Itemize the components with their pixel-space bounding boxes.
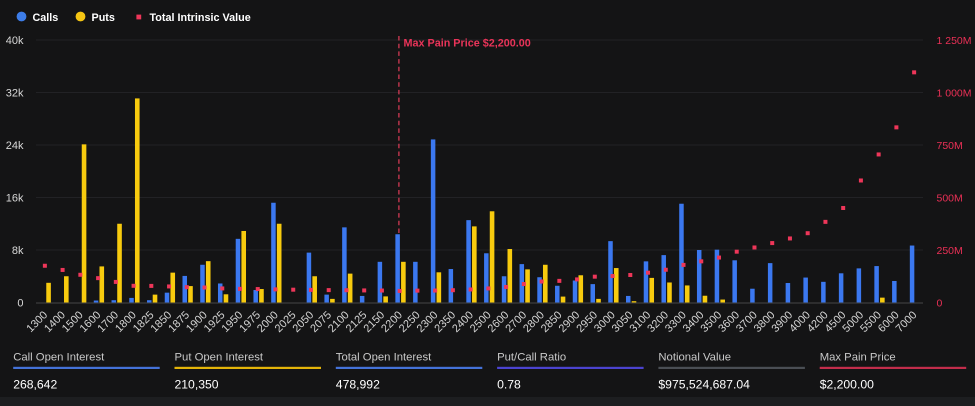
svg-text:32k: 32k [6, 87, 24, 99]
svg-text:Puts: Puts [92, 12, 115, 24]
svg-text:Max Pain Price: Max Pain Price [820, 352, 896, 364]
svg-text:0.78: 0.78 [497, 378, 521, 392]
svg-text:Total Open Interest: Total Open Interest [336, 352, 432, 364]
svg-text:478,992: 478,992 [336, 378, 380, 392]
svg-text:$2,200.00: $2,200.00 [820, 378, 874, 392]
svg-text:268,642: 268,642 [13, 378, 57, 392]
svg-text:250M: 250M [937, 245, 963, 257]
svg-text:0: 0 [17, 297, 23, 309]
svg-text:Calls: Calls [33, 12, 59, 24]
svg-text:1 000M: 1 000M [937, 87, 972, 99]
svg-text:Call Open Interest: Call Open Interest [13, 352, 105, 364]
svg-text:750M: 750M [937, 140, 963, 152]
svg-text:0: 0 [937, 297, 943, 309]
svg-text:Put Open Interest: Put Open Interest [175, 352, 264, 364]
svg-text:1 250M: 1 250M [937, 35, 972, 47]
svg-text:8k: 8k [12, 245, 24, 257]
svg-text:Put/Call Ratio: Put/Call Ratio [497, 352, 566, 364]
svg-text:Notional Value: Notional Value [658, 352, 731, 364]
svg-text:500M: 500M [937, 192, 963, 204]
svg-text:Max Pain Price $2,200.00: Max Pain Price $2,200.00 [404, 38, 531, 50]
svg-text:210,350: 210,350 [175, 378, 219, 392]
svg-text:24k: 24k [6, 140, 24, 152]
svg-text:40k: 40k [6, 35, 24, 47]
svg-text:$975,524,687.04: $975,524,687.04 [658, 378, 750, 392]
svg-text:16k: 16k [6, 192, 24, 204]
svg-text:Total Intrinsic Value: Total Intrinsic Value [150, 12, 251, 24]
